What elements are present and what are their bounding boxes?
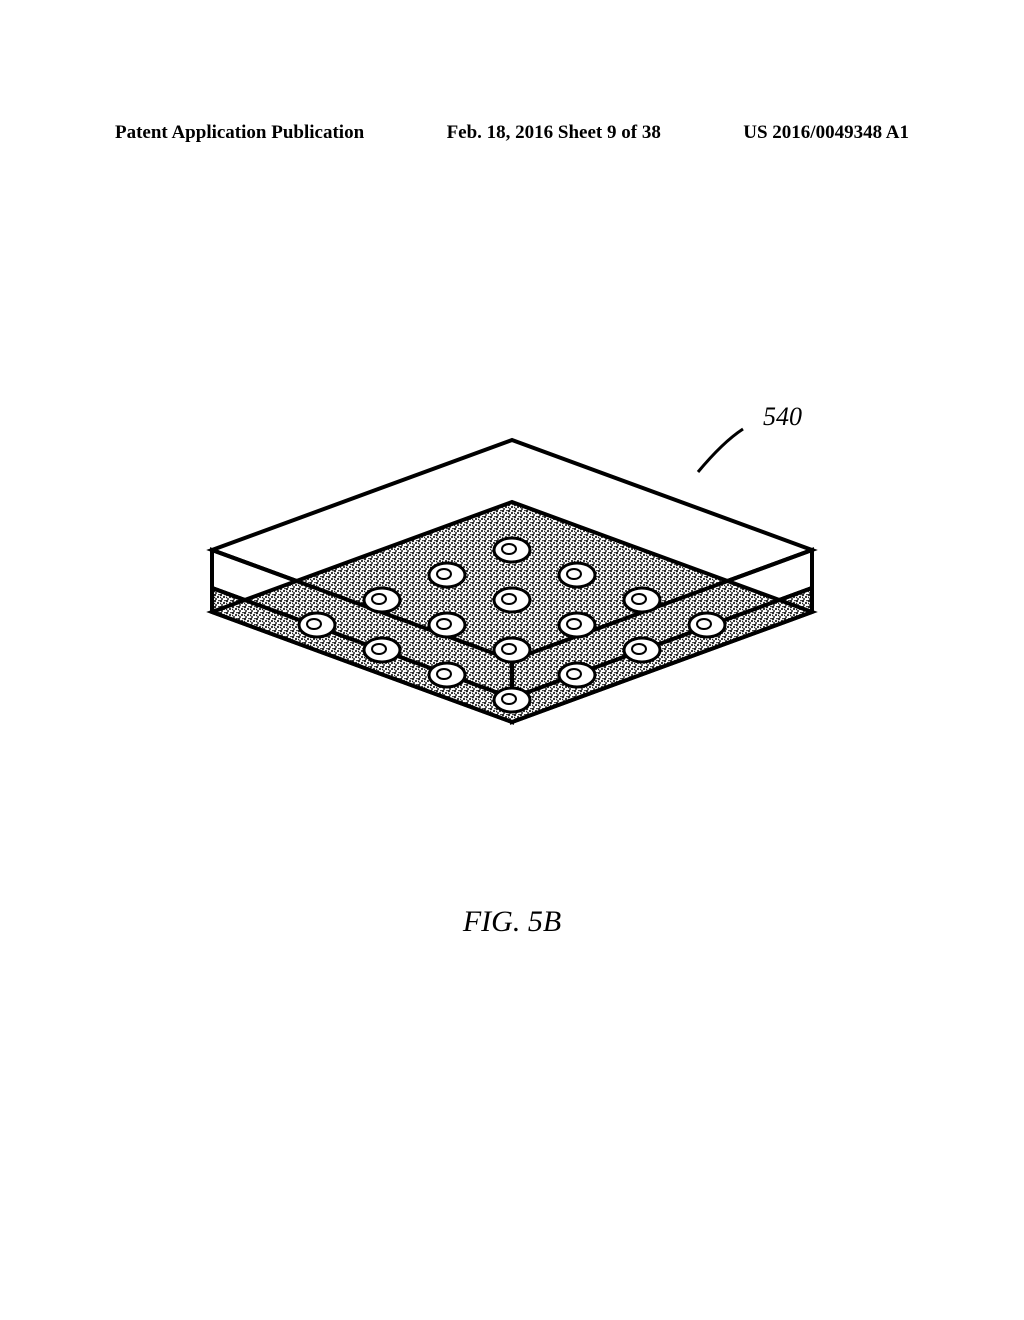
substrate-diagram xyxy=(172,420,852,840)
header-date-sheet: Feb. 18, 2016 Sheet 9 of 38 xyxy=(447,122,661,144)
header-patent-number: US 2016/0049348 A1 xyxy=(743,122,909,144)
figure-5b-container: 540 xyxy=(172,420,852,840)
leader-line-540 xyxy=(693,427,753,477)
figure-caption: FIG. 5B xyxy=(463,905,561,939)
reference-number-540: 540 xyxy=(763,402,802,432)
header-publication: Patent Application Publication xyxy=(115,122,364,144)
page-header: Patent Application Publication Feb. 18, … xyxy=(0,122,1024,144)
